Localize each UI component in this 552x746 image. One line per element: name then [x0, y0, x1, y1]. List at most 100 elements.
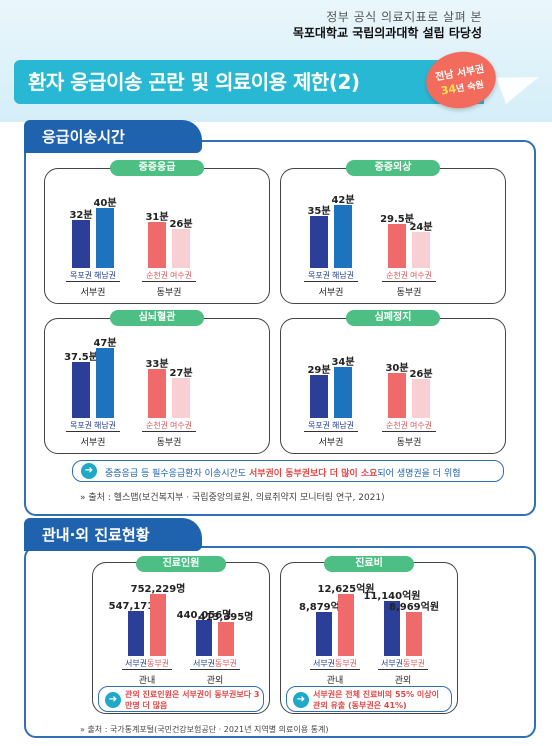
chart-0-tick-0: 목포권 — [69, 271, 93, 280]
chart-2-tick-1: 해남권 — [93, 421, 117, 430]
chart-1-group-line-0 — [304, 281, 358, 282]
chart-2-tick-2: 순천권 — [145, 421, 169, 430]
callout-emergency: ➔ 중증응급 등 필수응급환자 이송시간도 서부권이 동부권보다 더 많이 소요… — [72, 460, 504, 482]
chart-4-tick-1: 동부권 — [146, 659, 170, 668]
chart-1-tick-0: 목포권 — [307, 271, 331, 280]
chart-3-group-line-1 — [382, 431, 436, 432]
title-band — [14, 60, 484, 104]
chart-5-value-label-2: 11,140억원 — [363, 591, 421, 602]
chart-3-tick-2: 순천권 — [385, 421, 409, 430]
chart-5-group-label-1: 관외 — [394, 676, 412, 686]
chart-2-value-label-3: 27분 — [169, 368, 193, 379]
chart-2-group-label-1: 동부권 — [156, 438, 182, 448]
source-note-1-text: 출처 : 헬스맵(보건복지부 · 국립중앙의료원, 의료취약지 모니터링 연구,… — [88, 493, 385, 503]
chart-5-bar-3 — [406, 612, 422, 656]
arrow-right-icon: ➔ — [105, 692, 121, 708]
chart-1-value-label-2: 29.5분 — [380, 214, 414, 225]
chart-2-bar-2 — [148, 369, 166, 418]
chart-0-group-line-1 — [142, 281, 196, 282]
chart-3-group-line-0 — [304, 431, 358, 432]
callout-cost-text: 서부권은 전체 진료비의 55% 이상이 관외 유출 (동부권은 41%) — [313, 689, 451, 711]
arrow-right-icon: ➔ — [293, 692, 309, 708]
source-note-2-text: 출처 : 국가통계포털(국민건강보험공단 · 2021년 지역별 의료이용 통계… — [87, 725, 329, 734]
chart-title-5: 진료비 — [324, 556, 414, 572]
chart-4-value-label-2: 440,056명 — [176, 610, 232, 621]
chart-5-value-label-3: 8,969억원 — [388, 602, 440, 613]
chart-4-group-label-0: 관내 — [138, 676, 156, 686]
chart-1-bar-2 — [388, 224, 406, 268]
chart-5-group-line-1 — [378, 669, 428, 670]
chart-5-tick-2: 서부권 — [380, 659, 404, 668]
chart-1-bar-1 — [334, 205, 352, 268]
chart-4-tick-3: 동부권 — [214, 659, 238, 668]
chart-2-group-line-0 — [66, 431, 120, 432]
chart-5-value-label-1: 12,625억원 — [317, 584, 375, 595]
chart-1-tick-2: 순천권 — [385, 271, 409, 280]
chart-3-bar-2 — [388, 373, 406, 418]
chart-0-group-line-0 — [66, 281, 120, 282]
chart-2-bar-0 — [72, 362, 90, 418]
chart-2-tick-0: 목포권 — [69, 421, 93, 430]
header-subtitle: 정부 공식 의료지표로 살펴 본 — [326, 10, 482, 24]
callout-emergency-text: 중증응급 등 필수응급환자 이송시간도 서부권이 동부권보다 더 많이 소요되어… — [105, 466, 461, 479]
chart-4-value-label-3: 413,395명 — [198, 612, 254, 623]
chart-3-value-label-3: 26분 — [409, 369, 433, 380]
chart-4-group-line-0 — [122, 669, 172, 670]
chart-5-group-label-0: 관내 — [326, 676, 344, 686]
header-subtitle-bold: 목포대학교 국립의과대학 설립 타당성 — [292, 26, 482, 40]
callout-patients: ➔ 관외 진료인원은 서부권이 동부권보다 3만명 더 많음 — [98, 686, 264, 712]
chart-5-bar-0 — [316, 612, 332, 656]
chart-1-value-label-0: 35분 — [307, 206, 331, 217]
chart-1-value-label-3: 24분 — [409, 222, 433, 233]
chart-0-tick-3: 여수권 — [169, 271, 193, 280]
chart-0-bar-1 — [96, 208, 114, 268]
chart-3-group-label-0: 서부권 — [318, 438, 344, 448]
section-tab-emergency: 응급이송시간 — [24, 120, 202, 153]
chart-1-bar-3 — [412, 232, 430, 268]
chart-3-bar-1 — [334, 367, 352, 418]
chart-1-group-label-0: 서부권 — [318, 288, 344, 298]
section-tab-care: 관내·외 진료현황 — [24, 518, 202, 551]
chart-0-tick-1: 해남권 — [93, 271, 117, 280]
chart-3-value-label-2: 30분 — [385, 363, 409, 374]
callout-cost-line2: 관외 유출 (동부권은 41%) — [313, 701, 407, 710]
chart-5-bar-2 — [384, 601, 400, 656]
chart-3-group-label-1: 동부권 — [396, 438, 422, 448]
chart-0-value-label-1: 40분 — [93, 198, 117, 209]
chart-5-value-label-0: 8,879억원 — [298, 602, 350, 613]
chart-title-1: 중증외상 — [346, 160, 440, 176]
chart-2-group-label-0: 서부권 — [80, 438, 106, 448]
chart-2-bar-3 — [172, 378, 190, 418]
chart-5-group-line-0 — [310, 669, 360, 670]
chart-0-value-label-0: 32분 — [69, 210, 93, 221]
chart-5-tick-3: 동부권 — [402, 659, 426, 668]
chart-0-bar-2 — [148, 222, 166, 268]
chart-1-bar-0 — [310, 216, 328, 268]
chart-4-bar-3 — [218, 622, 234, 656]
chart-4-tick-0: 서부권 — [124, 659, 148, 668]
chart-4-bar-2 — [196, 620, 212, 656]
callout-text-pre: 중증응급 등 필수응급환자 이송시간도 — [105, 469, 249, 479]
chart-5-tick-1: 동부권 — [334, 659, 358, 668]
chart-title-4: 진료인원 — [136, 556, 226, 572]
page-title: 환자 응급이송 곤란 및 의료이용 제한(2) — [28, 70, 360, 94]
chart-2-tick-3: 여수권 — [169, 421, 193, 430]
chart-4-value-label-1: 752,229명 — [130, 584, 186, 595]
chart-0-value-label-3: 26분 — [169, 219, 193, 230]
chart-2-group-line-1 — [142, 431, 196, 432]
chart-0-bar-3 — [172, 229, 190, 268]
chart-4-group-line-1 — [190, 669, 240, 670]
chart-0-tick-2: 순천권 — [145, 271, 169, 280]
chart-0-group-label-1: 동부권 — [156, 288, 182, 298]
chart-title-2: 심뇌혈관 — [110, 310, 204, 326]
chart-3-bar-0 — [310, 375, 328, 418]
chart-3-tick-1: 해남권 — [331, 421, 355, 430]
chart-5-tick-0: 서부권 — [312, 659, 336, 668]
chart-4-value-label-0: 547,171명 — [108, 601, 164, 612]
source-note-1: » 출처 : 헬스맵(보건복지부 · 국립중앙의료원, 의료취약지 모니터링 연… — [80, 493, 385, 503]
badge-rest: 년 숙원 — [455, 80, 485, 95]
source-note-2: » 출처 : 국가통계포털(국민건강보험공단 · 2021년 지역별 의료이용 … — [80, 725, 329, 734]
chart-1-tick-1: 해남권 — [331, 271, 355, 280]
callout-text-post: 되어 생명권을 더 위협 — [377, 469, 461, 479]
arrow-right-icon: ➔ — [81, 463, 97, 479]
